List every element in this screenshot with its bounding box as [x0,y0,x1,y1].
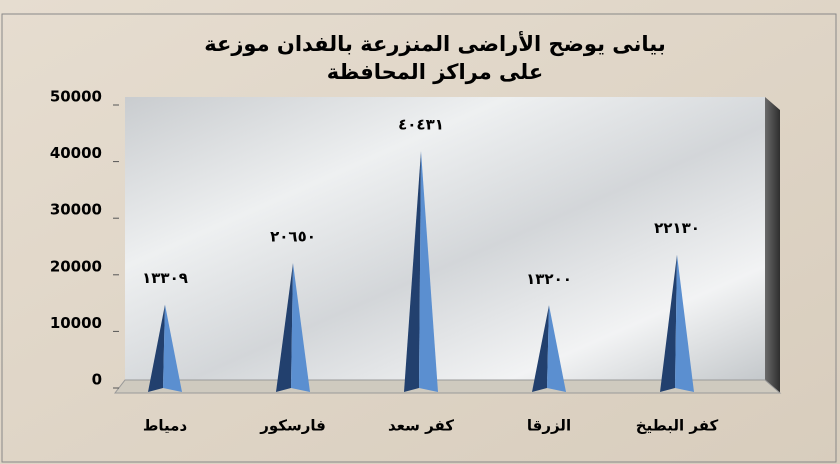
data-label: ١٣٢٠٠ [526,270,572,288]
x-tick-label: الزرقا [527,417,571,435]
x-tick-label: كفر سعد [388,417,454,435]
chart-border [1,13,837,463]
pyramid-light-face [163,304,182,392]
y-tick-label: 0 [92,371,102,389]
pyramid-light-face [419,151,438,392]
x-tick-label: دمياط [143,417,188,435]
y-tick-label: 50000 [50,88,102,106]
pyramid-dark-face [404,151,421,392]
chart-title: على مراكز المحافظة [327,60,543,84]
pyramid-dark-face [148,304,165,392]
side-wall [765,97,780,393]
data-label: ٢٠٦٥٠ [270,228,316,246]
data-label: ١٣٣٠٩ [142,269,188,287]
pyramid-light-face [547,305,566,392]
data-label: ٤٠٤٣١ [398,116,444,134]
x-tick-label: فارسكور [259,417,326,435]
pyramid-dark-face [660,254,677,392]
y-tick-label: 10000 [50,314,102,332]
pyramid-dark-face [532,305,549,392]
back-wall [125,97,765,380]
pyramid-light-face [675,254,694,392]
y-tick-label: 40000 [50,144,102,162]
y-tick-label: 20000 [50,257,102,275]
pyramid-dark-face [276,263,293,392]
pyramid-light-face [291,263,310,392]
chart-title: بيانى يوضح الأراضى المنزرعة بالفدان موزع… [204,30,666,56]
x-tick-label: كفر البطيخ [636,417,719,435]
data-label: ٢٢١٣٠ [654,219,700,237]
y-tick-label: 30000 [50,201,102,219]
